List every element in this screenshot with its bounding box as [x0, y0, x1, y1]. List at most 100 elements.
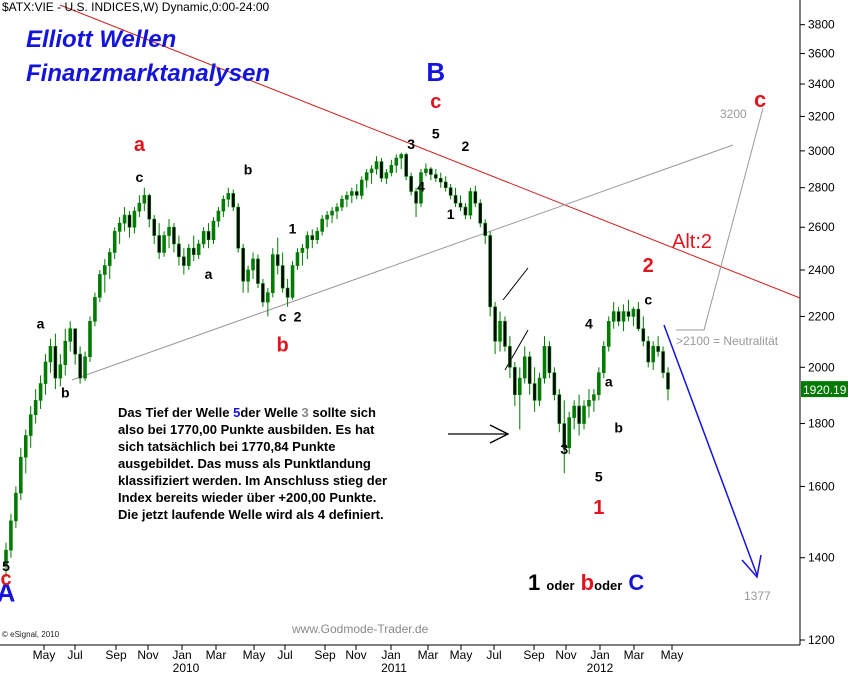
wave-5-ref: 5 — [233, 405, 241, 420]
candle — [23, 429, 28, 474]
candle-body — [394, 157, 399, 166]
candle — [315, 227, 320, 244]
candle-body — [572, 405, 576, 418]
candle — [266, 288, 270, 317]
candle-body — [221, 198, 226, 212]
candle — [216, 207, 221, 228]
candle — [364, 168, 369, 188]
candle — [592, 389, 596, 412]
candle — [137, 195, 142, 218]
candle-body — [429, 168, 433, 175]
candle-body — [43, 361, 48, 384]
candle-body — [241, 247, 245, 282]
target-1377-label: 1377 — [744, 589, 771, 603]
candle-body — [305, 235, 310, 249]
candle — [83, 351, 87, 381]
candle-body — [419, 172, 423, 204]
candle-body — [626, 311, 631, 317]
candle — [73, 328, 77, 365]
y-tick-label: 3000 — [808, 144, 835, 158]
y-tick-label: 2800 — [808, 181, 835, 195]
candle — [438, 172, 443, 188]
candle-body — [601, 346, 606, 373]
wave-label: c — [0, 568, 11, 590]
candle-body — [404, 154, 408, 177]
candle-body — [354, 191, 359, 196]
x-tick-label: May — [33, 648, 56, 662]
wave-label: 4 — [585, 316, 593, 332]
candle-body — [508, 346, 512, 368]
candle — [448, 183, 453, 200]
candle-body — [562, 423, 567, 449]
candle-body — [132, 210, 137, 228]
candle — [478, 199, 483, 228]
trendlines — [59, 4, 801, 579]
candle — [157, 223, 161, 259]
candle — [577, 394, 581, 436]
x-tick-label: Jul — [486, 648, 501, 662]
title-line-1: Elliott Wellen — [26, 26, 177, 53]
candle-body — [389, 164, 394, 173]
candle-body — [216, 210, 221, 222]
wave-3-ref: 3 — [301, 405, 309, 420]
candle — [434, 168, 438, 182]
wave-label: a — [37, 316, 45, 332]
year-label: 2011 — [381, 661, 407, 674]
candle — [38, 375, 43, 409]
wave-label: 3 — [407, 136, 415, 152]
candle-body — [53, 346, 58, 379]
candle — [167, 219, 171, 249]
candle-body — [493, 306, 497, 342]
candle — [107, 248, 112, 279]
chart-header: $ATX:VIE - U.S. INDICES,W) Dynamic,0:00-… — [2, 0, 270, 14]
candle — [354, 183, 359, 200]
target-up-path — [676, 107, 764, 331]
candle-body — [187, 247, 191, 266]
candle-body — [379, 161, 384, 179]
candle-body — [330, 210, 334, 216]
candle-body — [23, 435, 28, 458]
candle-body — [359, 179, 364, 196]
candle — [463, 203, 468, 220]
candle-body — [335, 206, 339, 212]
candle-body — [147, 195, 152, 220]
candle-body — [552, 372, 557, 395]
candle — [68, 321, 73, 352]
candle — [9, 513, 13, 558]
candle — [350, 187, 354, 204]
wave-label: a — [205, 266, 213, 282]
candle — [522, 346, 527, 384]
wave-label: c — [135, 169, 143, 185]
candle-body — [28, 414, 33, 436]
x-tick-label: Sep — [105, 648, 127, 662]
candle-body — [453, 195, 458, 204]
candle-body — [582, 405, 586, 424]
candle-body — [315, 231, 320, 241]
candle — [399, 152, 404, 169]
candle-body — [73, 328, 77, 355]
candle-body — [122, 214, 127, 224]
candle-body — [206, 231, 211, 241]
wave-label: b — [277, 335, 289, 357]
candle-body — [142, 195, 147, 204]
y-tick-label: 3400 — [808, 77, 835, 91]
candle — [300, 243, 305, 266]
y-tick-label: 2200 — [808, 309, 835, 323]
candle-body — [9, 520, 13, 551]
x-tick-label: Jul — [67, 648, 82, 662]
candle-body — [196, 243, 201, 255]
wave-label: 1 — [289, 220, 297, 236]
candle-body — [112, 231, 117, 253]
x-tick-label: Nov — [137, 648, 158, 662]
y-tick-label: 3600 — [808, 47, 835, 61]
analysis-line-5: klassifiziert werden. Im Anschluss stieg… — [118, 473, 388, 488]
text-arrow-head — [489, 424, 510, 444]
candle-body — [167, 226, 171, 236]
candle — [626, 299, 631, 322]
candle-body — [63, 340, 68, 365]
candle — [429, 167, 433, 181]
candle — [93, 292, 97, 327]
candle — [4, 542, 8, 578]
candle — [270, 248, 275, 298]
